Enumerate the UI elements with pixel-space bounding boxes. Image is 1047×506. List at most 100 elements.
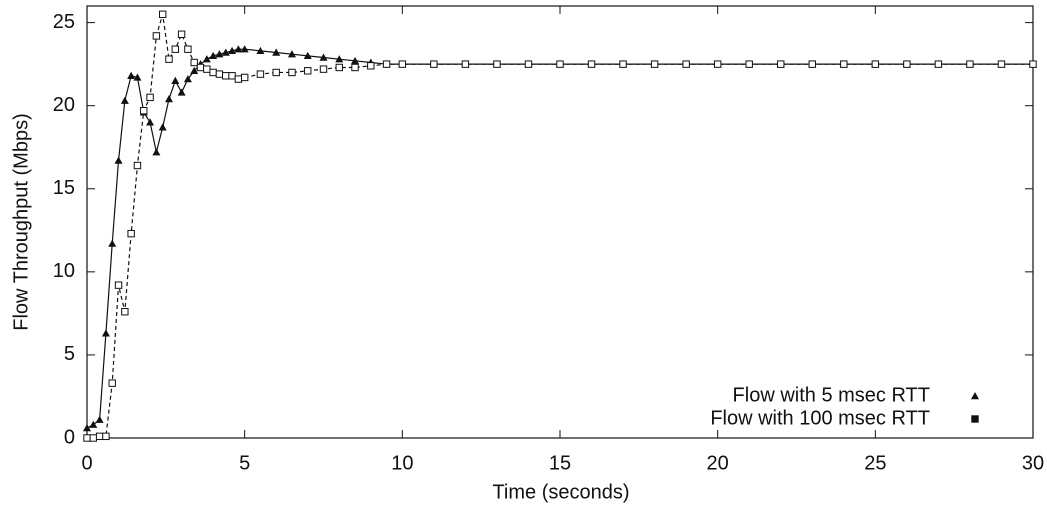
data-point [319,65,328,73]
data-point [146,118,155,126]
data-point [177,88,186,96]
data-point [430,60,438,68]
data-point [127,229,135,238]
data-point [351,63,359,72]
data-point [121,308,129,316]
data-point [133,161,142,170]
data-point [108,379,116,387]
data-point [108,239,117,247]
data-point [196,63,205,72]
data-point [102,432,110,441]
series-line [86,48,1033,429]
data-point [95,415,104,423]
data-point [152,148,161,156]
data-point [164,95,173,103]
data-point [287,50,296,58]
data-point [184,45,192,53]
x-tick-label: 30 [1022,452,1044,474]
legend-label: Flow with 100 msec RTT [710,407,930,429]
y-tick-label: 10 [53,260,75,282]
data-point [272,68,280,77]
data-point [202,55,211,63]
data-point [203,65,211,73]
data-point [165,55,173,63]
x-tick-label: 25 [864,452,886,474]
data-point [95,432,104,441]
data-point [114,281,123,289]
x-tick-label: 20 [707,452,729,474]
data-point [713,60,722,68]
data-point [133,73,142,81]
data-point [114,156,123,164]
data-point [288,68,296,77]
data-point [190,66,199,74]
data-point [127,71,136,79]
data-point [89,434,98,442]
data-point [222,72,230,80]
data-point [871,60,880,68]
data-point [83,424,91,432]
data-point [335,63,343,72]
y-axis-label: Flow Throughput (Mbps) [10,113,32,331]
data-point [304,67,312,75]
plot-frame [86,5,1034,439]
data-point [367,62,375,70]
data-point [221,48,230,56]
data-point [351,56,360,65]
data-point [556,60,564,68]
y-tick-label: 0 [64,426,75,448]
data-point [461,60,470,68]
data-point [215,50,224,58]
data-point [1029,60,1037,68]
data-point [398,60,407,68]
y-tick-label: 25 [53,11,75,33]
data-point [101,329,110,337]
data-point [997,60,1006,68]
data-point [256,46,265,55]
data-point [650,60,659,68]
data-point [524,60,533,68]
data-point [382,60,391,68]
x-tick-label: 5 [239,452,250,474]
data-point [682,60,690,68]
data-point [319,53,328,61]
x-tick-label: 15 [549,452,571,474]
data-point [335,55,344,63]
data-point [171,76,180,84]
legend-marker [971,392,979,400]
data-point [140,106,148,115]
data-point [83,434,91,442]
data-point [234,75,243,83]
data-point [228,46,237,55]
data-point [777,60,785,68]
data-point [272,48,281,56]
data-point [840,60,848,68]
data-point [209,51,218,60]
legend-label: Flow with 5 msec RTT [733,384,930,406]
data-point [808,60,816,68]
data-point [152,32,161,40]
data-point [934,60,943,68]
y-tick-label: 20 [53,94,75,116]
y-tick-label: 15 [53,177,75,199]
data-point [177,30,186,38]
data-point [240,73,249,82]
data-point [240,45,249,53]
data-point [619,60,627,68]
data-point [303,51,312,60]
data-point [215,70,224,78]
data-point [171,45,179,53]
data-point [587,60,596,68]
x-tick-label: 10 [391,452,413,474]
data-point [745,60,753,68]
x-tick-label: 0 [81,452,92,474]
data-point [493,60,501,68]
data-point [89,420,98,428]
data-point [234,45,243,53]
data-point [209,68,217,77]
data-point [120,96,129,104]
data-point [966,60,974,68]
x-axis-label: Time (seconds) [492,481,629,503]
